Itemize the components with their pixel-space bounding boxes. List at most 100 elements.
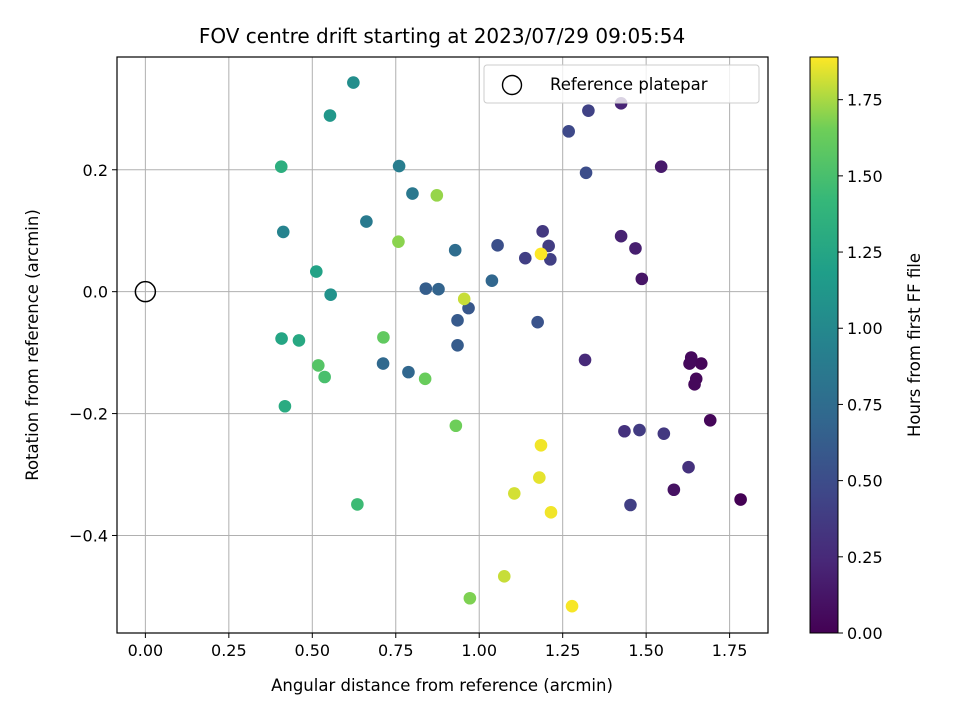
reference-point <box>134 280 157 303</box>
data-point <box>703 413 717 427</box>
data-point <box>683 357 696 370</box>
data-point <box>579 166 593 180</box>
data-point <box>565 599 579 613</box>
colorbar-ticks: 0.00 0.25 0.50 0.75 1.00 1.25 1.50 1.75 <box>838 91 883 643</box>
legend: Reference platepar <box>483 64 760 104</box>
data-point <box>534 438 548 452</box>
data-point <box>430 189 444 202</box>
data-point <box>392 159 406 173</box>
data-point <box>544 506 558 519</box>
data-point <box>451 314 464 327</box>
data-point <box>694 357 708 370</box>
legend-box <box>483 64 760 104</box>
y-tick-label: −0.4 <box>69 526 108 545</box>
data-point <box>310 265 323 278</box>
x-axis-label: Angular distance from reference (arcmin) <box>271 676 613 695</box>
data-point <box>376 357 390 370</box>
data-point <box>274 160 288 174</box>
data-point <box>451 339 464 352</box>
data-point <box>432 282 445 296</box>
data-point <box>448 243 462 257</box>
data-point <box>582 104 595 117</box>
data-point <box>657 427 671 440</box>
data-point <box>507 487 521 500</box>
data-point <box>419 282 433 295</box>
data-point <box>624 498 637 512</box>
data-point <box>614 229 628 243</box>
y-tick-label: 0.0 <box>83 283 108 302</box>
plot-frame <box>116 56 769 634</box>
data-point <box>518 251 532 265</box>
data-point <box>578 353 592 367</box>
data-point <box>449 419 463 433</box>
y-tick-label: 0.2 <box>83 161 108 180</box>
data-point <box>392 235 405 248</box>
colorbar-tick-label: 1.75 <box>847 91 883 110</box>
x-tick-label: 1.50 <box>628 641 664 660</box>
colorbar-tick-label: 0.50 <box>847 472 883 491</box>
x-tick-label: 0.25 <box>211 641 247 660</box>
data-point <box>667 483 681 497</box>
data-point <box>377 331 390 344</box>
y-axis-label: Rotation from reference (arcmin) <box>23 209 42 481</box>
x-tick-label: 1.25 <box>545 641 581 660</box>
data-point <box>531 315 544 329</box>
x-tick-label: 1.75 <box>712 641 748 660</box>
colorbar-tick-label: 0.75 <box>847 395 883 414</box>
grid-lines <box>117 57 768 633</box>
x-tick-label: 0.75 <box>378 641 414 660</box>
data-point <box>491 239 504 252</box>
data-point <box>347 76 360 89</box>
data-point <box>635 272 649 286</box>
data-point <box>734 493 747 506</box>
data-point <box>654 160 668 174</box>
data-point <box>562 125 575 138</box>
data-point <box>292 334 306 347</box>
data-point <box>485 274 499 287</box>
data-points <box>274 76 747 613</box>
data-point <box>682 460 695 474</box>
colorbar-tick-label: 1.50 <box>847 167 883 186</box>
data-point <box>278 399 292 413</box>
data-point <box>688 378 701 391</box>
colorbar-label: Hours from first FF file <box>905 253 924 437</box>
colorbar-tick-label: 1.00 <box>847 319 883 338</box>
data-point <box>633 423 646 437</box>
x-tick-label: 0.50 <box>294 641 330 660</box>
data-point <box>324 288 337 302</box>
data-point <box>312 359 325 372</box>
colorbar <box>809 56 839 634</box>
legend-label-reference: Reference platepar <box>550 75 708 94</box>
data-point <box>406 187 419 200</box>
data-point <box>542 239 555 253</box>
colorbar-tick-label: 0.00 <box>847 624 883 643</box>
data-point <box>457 292 471 306</box>
colorbar-tick-label: 0.25 <box>847 548 883 567</box>
data-point <box>276 225 290 239</box>
data-point <box>534 247 548 261</box>
data-point <box>544 253 557 266</box>
x-tick-label: 1.00 <box>461 641 497 660</box>
data-point <box>318 370 331 384</box>
data-point <box>323 109 337 122</box>
data-point <box>618 424 631 438</box>
y-axis-ticks: −0.4 −0.2 0.0 0.2 <box>69 161 117 545</box>
data-point <box>360 215 373 228</box>
data-point <box>497 570 511 583</box>
x-tick-label: 0.00 <box>128 641 164 660</box>
reference-marker <box>134 280 157 303</box>
legend-reference-symbol <box>501 74 523 96</box>
x-axis-ticks: 0.00 0.25 0.50 0.75 1.00 1.25 1.50 1.75 <box>128 633 748 660</box>
data-point <box>536 225 549 238</box>
data-point <box>275 332 288 345</box>
data-point <box>463 591 477 605</box>
data-point <box>629 242 642 255</box>
y-tick-label: −0.2 <box>69 405 108 424</box>
data-point <box>351 498 364 511</box>
data-point <box>418 372 432 386</box>
data-point <box>402 365 415 379</box>
chart-title: FOV centre drift starting at 2023/07/29 … <box>199 24 685 48</box>
colorbar-tick-label: 1.25 <box>847 243 883 262</box>
data-point <box>533 471 546 484</box>
